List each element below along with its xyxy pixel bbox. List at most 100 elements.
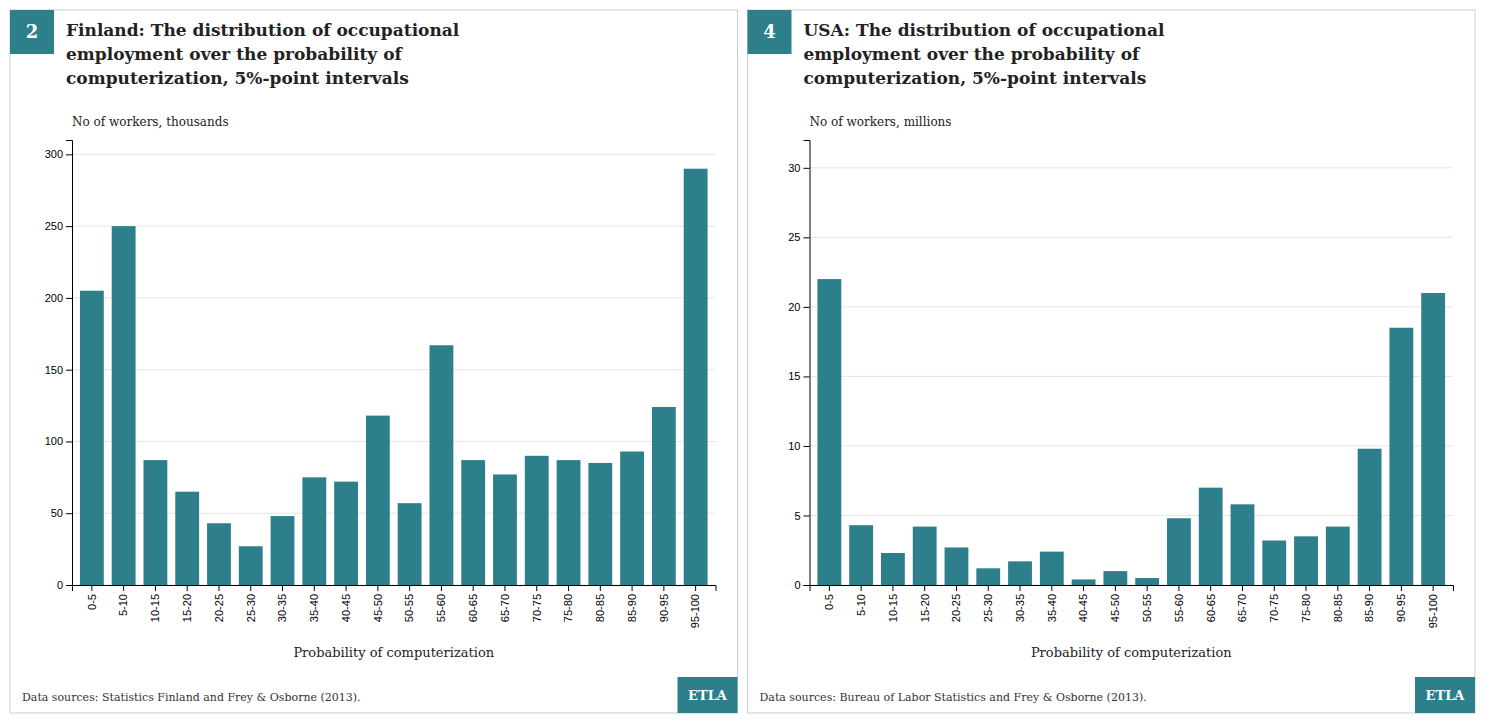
grid-line bbox=[72, 369, 716, 370]
tick-mark bbox=[804, 237, 810, 238]
bar bbox=[849, 525, 873, 585]
tick-mark bbox=[600, 585, 601, 591]
tick: 90-95 bbox=[1395, 585, 1407, 622]
bar bbox=[1072, 579, 1096, 585]
tick-label: 95-100 bbox=[1427, 594, 1439, 628]
tick: 70-75 bbox=[531, 585, 543, 622]
tick-label: 5 bbox=[794, 509, 800, 521]
tick-label: 25-30 bbox=[982, 594, 994, 622]
grid-line bbox=[810, 306, 1454, 307]
tick-mark bbox=[663, 585, 664, 591]
tick-mark bbox=[1433, 585, 1434, 591]
tick-label: 0 bbox=[57, 579, 63, 591]
tick-label: 0 bbox=[794, 579, 800, 591]
tick: 30-35 bbox=[276, 585, 288, 622]
tick-label: 30-35 bbox=[1014, 594, 1026, 622]
tick: 30 bbox=[788, 162, 809, 174]
grid bbox=[810, 168, 1454, 585]
bar bbox=[1231, 504, 1255, 585]
tick-label: 0-5 bbox=[823, 594, 835, 610]
plot: 0510152025300-55-1010-1515-2020-2525-303… bbox=[788, 141, 1453, 629]
tick-label: 50-55 bbox=[1141, 594, 1153, 622]
bar bbox=[1103, 571, 1127, 585]
tick-mark bbox=[804, 446, 810, 447]
tick-label: 55-60 bbox=[1173, 594, 1185, 622]
tick: 200 bbox=[45, 292, 72, 304]
tick-mark bbox=[504, 585, 505, 591]
bar bbox=[881, 553, 905, 585]
tick: 0-5 bbox=[823, 585, 835, 610]
tick-mark bbox=[314, 585, 315, 591]
tick-mark bbox=[346, 585, 347, 591]
tick-label: 65-70 bbox=[1236, 594, 1248, 622]
tick: 20-25 bbox=[213, 585, 225, 622]
tick-label: 35-40 bbox=[308, 594, 320, 622]
tick-label: 65-70 bbox=[499, 594, 511, 622]
y-axis-label: No of workers, thousands bbox=[72, 115, 229, 129]
tick: 5-10 bbox=[117, 585, 129, 616]
logo-badge bbox=[1415, 677, 1475, 713]
tick-mark bbox=[66, 370, 72, 371]
panel-badge bbox=[748, 10, 792, 54]
tick: 100 bbox=[45, 435, 72, 447]
grid-line bbox=[72, 226, 716, 227]
tick: 40-45 bbox=[340, 585, 352, 622]
tick: 0 bbox=[57, 579, 72, 591]
tick: 40-45 bbox=[1077, 585, 1089, 622]
tick: 150 bbox=[45, 364, 72, 376]
logo-badge bbox=[678, 677, 738, 713]
tick-mark bbox=[1147, 585, 1148, 591]
tick-mark bbox=[861, 585, 862, 591]
tick-label: 60-65 bbox=[467, 594, 479, 622]
tick-mark bbox=[804, 307, 810, 308]
tick-mark bbox=[123, 585, 124, 591]
tick: 80-85 bbox=[594, 585, 606, 622]
tick: 300 bbox=[45, 148, 72, 160]
tick-label: 70-75 bbox=[1268, 594, 1280, 622]
logo-text: ETLA bbox=[688, 688, 728, 703]
tick: 5-10 bbox=[855, 585, 867, 616]
tick: 90-95 bbox=[658, 585, 670, 622]
tick-mark bbox=[632, 585, 633, 591]
tick: 55-60 bbox=[1173, 585, 1185, 622]
axis-line bbox=[66, 141, 73, 586]
tick-label: 40-45 bbox=[340, 594, 352, 622]
bar bbox=[557, 460, 581, 585]
tick: 0-5 bbox=[86, 585, 98, 610]
tick-mark bbox=[66, 441, 72, 442]
tick-mark bbox=[1020, 585, 1021, 591]
tick: 95-100 bbox=[1427, 585, 1439, 628]
bar bbox=[334, 482, 358, 585]
tick-label: 150 bbox=[45, 364, 63, 376]
bar bbox=[1421, 293, 1445, 585]
tick-mark bbox=[377, 585, 378, 591]
tick-mark bbox=[282, 585, 283, 591]
tick-label: 25-30 bbox=[245, 594, 257, 622]
data-source: Data sources: Statistics Finland and Fre… bbox=[22, 691, 361, 704]
grid-line bbox=[72, 297, 716, 298]
tick: 95-100 bbox=[689, 585, 701, 628]
grid-line bbox=[72, 154, 716, 155]
tick-label: 10-15 bbox=[149, 594, 161, 622]
tick: 10 bbox=[788, 440, 809, 452]
tick-label: 25 bbox=[788, 231, 800, 243]
tick: 65-70 bbox=[499, 585, 511, 622]
bar bbox=[461, 460, 485, 585]
y-axis: 050100150200250300 bbox=[45, 141, 73, 592]
tick-mark bbox=[473, 585, 474, 591]
bar bbox=[112, 226, 136, 585]
y-axis: 051015202530 bbox=[788, 141, 810, 592]
bar bbox=[620, 452, 644, 586]
bar bbox=[1167, 518, 1191, 585]
tick-label: 45-50 bbox=[372, 594, 384, 622]
panel: 2Finland: The distribution of occupation… bbox=[10, 10, 738, 713]
tick-label: 30 bbox=[788, 162, 800, 174]
tick-mark bbox=[568, 585, 569, 591]
tick-mark bbox=[1178, 585, 1179, 591]
tick: 60-65 bbox=[1205, 585, 1217, 622]
tick-mark bbox=[892, 585, 893, 591]
tick: 50-55 bbox=[1141, 585, 1153, 622]
grid-line bbox=[810, 167, 1454, 168]
panel-number: 4 bbox=[763, 21, 776, 42]
tick-label: 10-15 bbox=[887, 594, 899, 622]
